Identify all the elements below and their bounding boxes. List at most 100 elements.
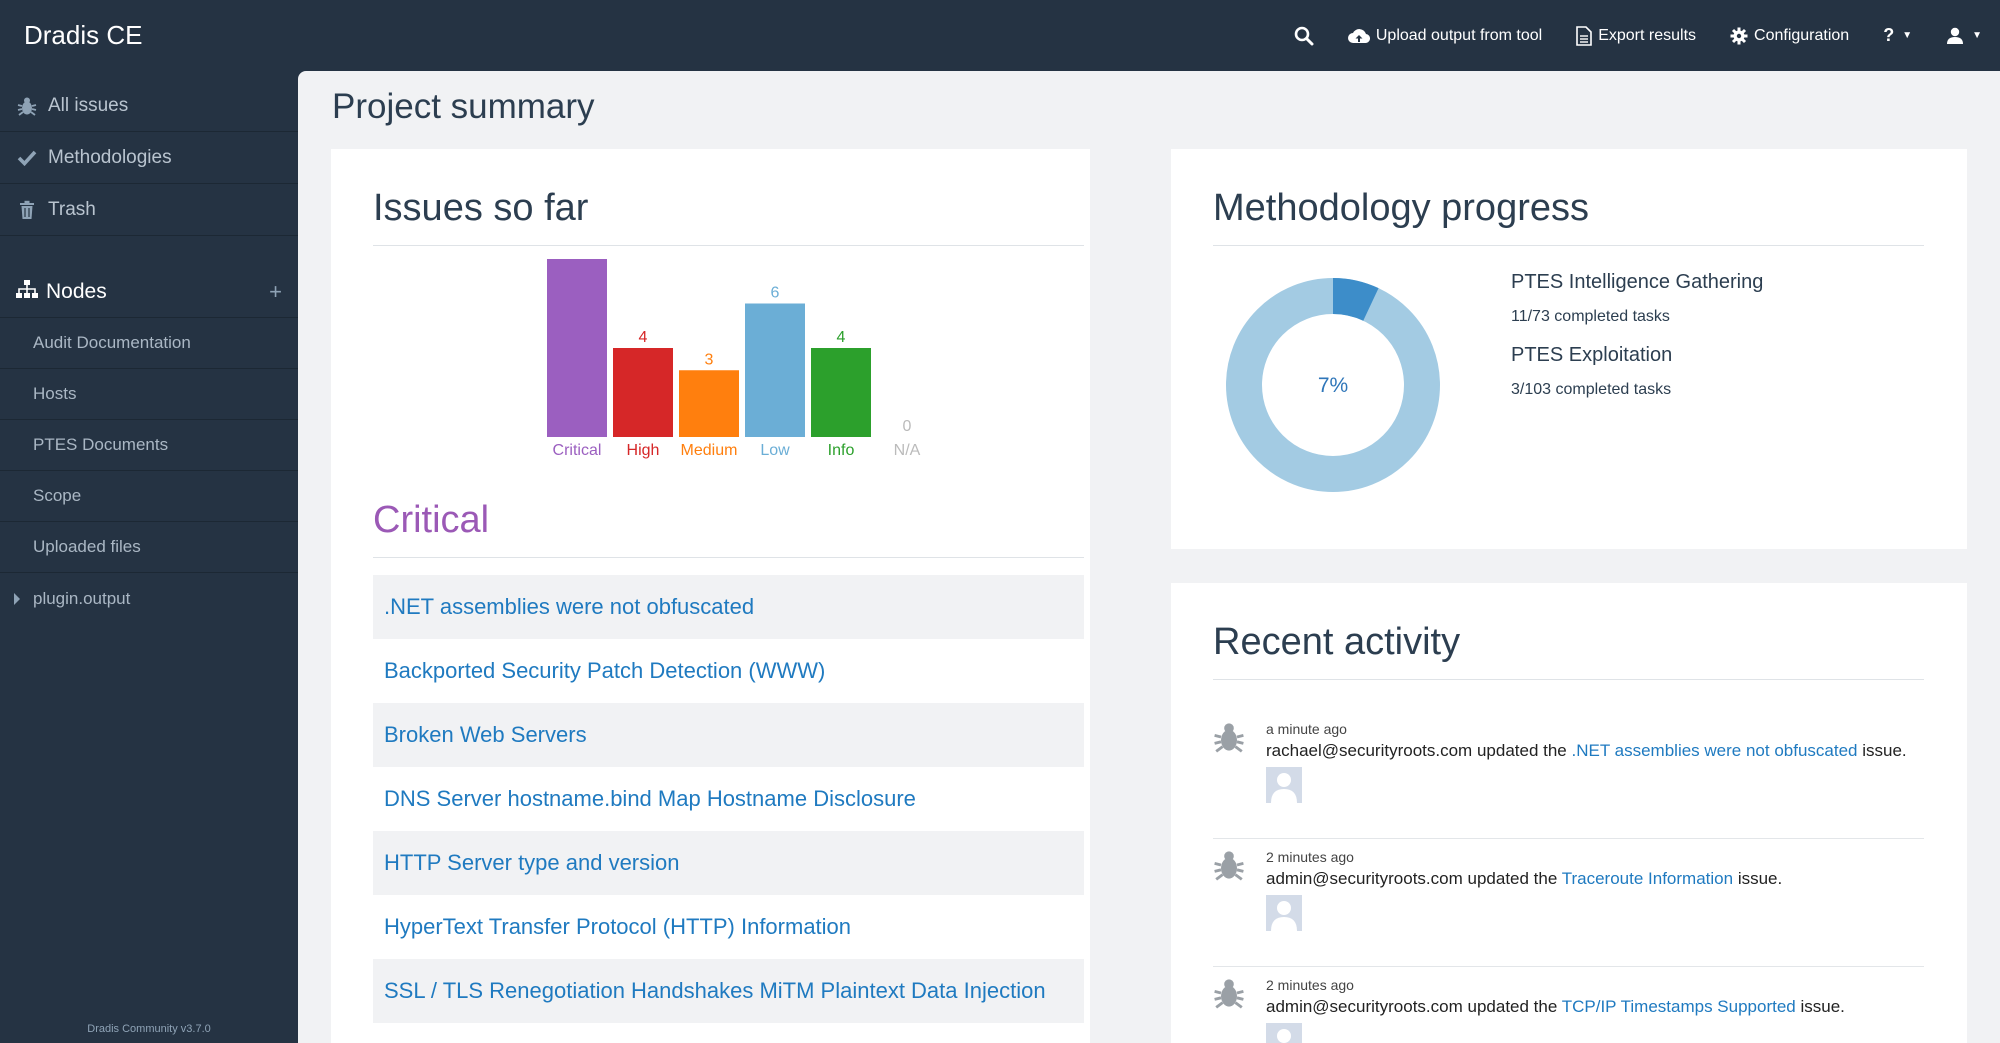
caret-down-icon: ▼ bbox=[1972, 30, 1982, 41]
activity-verb: updated the bbox=[1467, 997, 1558, 1016]
divider bbox=[373, 245, 1084, 246]
issue-link[interactable]: DNS Server hostname.bind Map Hostname Di… bbox=[384, 786, 916, 811]
cloud-upload-icon bbox=[1347, 27, 1370, 45]
node-label: Audit Documentation bbox=[33, 333, 191, 352]
activity-user: admin@securityroots.com bbox=[1266, 997, 1463, 1016]
export-results-label: Export results bbox=[1598, 26, 1697, 44]
methodology-name[interactable]: PTES Intelligence Gathering bbox=[1511, 271, 1764, 293]
bar-category-label: Low bbox=[760, 442, 790, 459]
bar-category-label: High bbox=[627, 442, 660, 459]
recent-activity-card: Recent activity a minute ago rachael@sec… bbox=[1171, 583, 1967, 1043]
bar-category-label: Medium bbox=[681, 442, 738, 459]
file-icon bbox=[1576, 25, 1593, 46]
issue-link[interactable]: SSL / TLS Renegotiation Handshakes MiTM … bbox=[373, 959, 1084, 1023]
add-node-icon[interactable]: + bbox=[269, 279, 282, 304]
issue-link[interactable]: .NET assemblies were not obfuscated bbox=[373, 575, 1084, 639]
bar-high[interactable] bbox=[613, 348, 673, 437]
sidebar-node-uploaded-files[interactable]: Uploaded files bbox=[0, 522, 298, 573]
sitemap-icon bbox=[16, 279, 38, 304]
search-button[interactable] bbox=[1294, 26, 1314, 46]
bar-low[interactable] bbox=[745, 303, 805, 438]
methodology-count: 3/103 completed tasks bbox=[1511, 381, 1672, 398]
gear-icon bbox=[1730, 27, 1748, 45]
divider bbox=[1213, 679, 1924, 680]
donut-percent-label: 7% bbox=[1318, 374, 1348, 397]
page-title: Project summary bbox=[332, 87, 595, 126]
brand-title[interactable]: Dradis CE bbox=[24, 20, 143, 50]
nodes-header: Nodes + bbox=[0, 266, 298, 318]
activity-item: 2 minutes ago admin@securityroots.com up… bbox=[1213, 967, 1924, 1043]
activity-text: admin@securityroots.com updated the TCP/… bbox=[1266, 997, 1845, 1017]
sidebar-node-plugin-output[interactable]: plugin.output bbox=[0, 573, 298, 624]
sidebar-item-label: Trash bbox=[48, 198, 96, 220]
critical-heading: Critical bbox=[373, 499, 490, 541]
issue-link[interactable]: HyperText Transfer Protocol (HTTP) Infor… bbox=[384, 914, 852, 939]
methodology-count: 11/73 completed tasks bbox=[1511, 308, 1670, 325]
bar-value-label: 3 bbox=[705, 351, 714, 368]
activity-item: a minute ago rachael@securityroots.com u… bbox=[1213, 711, 1924, 839]
methodology-name[interactable]: PTES Exploitation bbox=[1511, 344, 1673, 366]
issue-link[interactable]: Backported Security Patch Detection (WWW… bbox=[384, 658, 826, 683]
sidebar-node-audit-documentation[interactable]: Audit Documentation bbox=[0, 318, 298, 369]
upload-output-label: Upload output from tool bbox=[1375, 26, 1543, 44]
avatar bbox=[1266, 895, 1302, 931]
bar-value-label: 0 bbox=[903, 418, 912, 435]
bar-critical[interactable] bbox=[547, 259, 607, 437]
sidebar: All issues Methodologies Trash Nodes + A… bbox=[0, 71, 298, 1043]
export-results-link[interactable]: Export results bbox=[1576, 25, 1697, 46]
sidebar-node-hosts[interactable]: Hosts bbox=[0, 369, 298, 420]
activity-time: 2 minutes ago bbox=[1266, 849, 1354, 865]
sidebar-item-methodologies[interactable]: Methodologies bbox=[0, 132, 298, 184]
user-dropdown[interactable]: ▼ bbox=[1946, 27, 1982, 45]
trash-icon bbox=[16, 200, 38, 220]
bar-info[interactable] bbox=[811, 348, 871, 437]
top-nav-menu: Upload output from tool Export results C… bbox=[1294, 0, 1982, 71]
sidebar-node-scope[interactable]: Scope bbox=[0, 471, 298, 522]
bar-value-label: 6 bbox=[771, 285, 780, 302]
nodes-title: Nodes bbox=[46, 279, 107, 303]
divider bbox=[1213, 245, 1924, 246]
activity-issue-link[interactable]: Traceroute Information bbox=[1561, 869, 1734, 888]
sidebar-item-all-issues[interactable]: All issues bbox=[0, 80, 298, 132]
activity-text: admin@securityroots.com updated the Trac… bbox=[1266, 869, 1782, 889]
node-label: Uploaded files bbox=[33, 537, 141, 556]
sidebar-item-label: All issues bbox=[48, 94, 129, 116]
help-dropdown[interactable]: ? ▼ bbox=[1883, 25, 1912, 46]
methodology-title: Methodology progress bbox=[1213, 187, 1589, 229]
expand-caret-icon[interactable] bbox=[14, 593, 20, 605]
sidebar-node-ptes-documents[interactable]: PTES Documents bbox=[0, 420, 298, 471]
methodology-donut-chart: 7% bbox=[1226, 278, 1440, 492]
bug-icon bbox=[16, 96, 38, 116]
issues-title: Issues so far bbox=[373, 187, 589, 229]
node-label: plugin.output bbox=[33, 588, 131, 608]
configuration-label: Configuration bbox=[1754, 26, 1850, 44]
activity-issue-link[interactable]: TCP/IP Timestamps Supported bbox=[1561, 997, 1796, 1016]
configuration-link[interactable]: Configuration bbox=[1730, 27, 1849, 45]
issue-link[interactable]: Broken Web Servers bbox=[373, 703, 1084, 767]
bug-icon bbox=[1213, 721, 1245, 758]
sidebar-item-trash[interactable]: Trash bbox=[0, 184, 298, 236]
issue-link[interactable]: HTTP Server type and version bbox=[373, 831, 1084, 895]
caret-down-icon: ▼ bbox=[1902, 30, 1913, 41]
bug-icon bbox=[1213, 977, 1245, 1014]
activity-user: rachael@securityroots.com bbox=[1266, 741, 1473, 760]
bug-icon bbox=[1213, 849, 1245, 886]
bar-medium[interactable] bbox=[679, 370, 739, 437]
sidebar-item-label: Methodologies bbox=[48, 146, 172, 168]
upload-output-link[interactable]: Upload output from tool bbox=[1347, 26, 1543, 45]
node-label: PTES Documents bbox=[33, 435, 169, 454]
activity-suffix: issue. bbox=[1737, 869, 1783, 888]
top-navbar: Dradis CE Upload output from tool Export… bbox=[0, 0, 2000, 71]
activity-issue-link[interactable]: .NET assemblies were not obfuscated bbox=[1571, 741, 1858, 760]
activity-time: 2 minutes ago bbox=[1266, 977, 1354, 993]
methodology-card: Methodology progress 7% PTES Intelligenc… bbox=[1171, 149, 1967, 549]
activity-text: rachael@securityroots.com updated the .N… bbox=[1266, 741, 1907, 761]
activity-item: 2 minutes ago admin@securityroots.com up… bbox=[1213, 839, 1924, 967]
activity-time: a minute ago bbox=[1266, 721, 1347, 737]
avatar bbox=[1266, 767, 1302, 803]
bar-category-label: Info bbox=[828, 442, 855, 459]
issues-bar-chart: 8Critical4High3Medium6Low4Info0N/A bbox=[547, 259, 921, 459]
activity-suffix: issue. bbox=[1862, 741, 1907, 760]
help-icon: ? bbox=[1883, 25, 1895, 45]
activity-verb: updated the bbox=[1476, 741, 1567, 760]
